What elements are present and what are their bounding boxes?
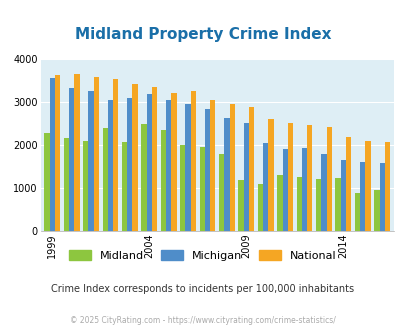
- Bar: [384, 142, 389, 231]
- Bar: [205, 109, 210, 231]
- Bar: [141, 124, 146, 231]
- Bar: [49, 78, 55, 231]
- Bar: [243, 123, 248, 231]
- Bar: [262, 144, 268, 231]
- Bar: [113, 79, 118, 231]
- Bar: [210, 100, 215, 231]
- Bar: [132, 84, 137, 231]
- Bar: [219, 154, 224, 231]
- Bar: [171, 93, 176, 231]
- Bar: [364, 141, 370, 231]
- Bar: [74, 74, 79, 231]
- Bar: [282, 149, 287, 231]
- Bar: [166, 100, 171, 231]
- Bar: [55, 75, 60, 231]
- Bar: [199, 147, 205, 231]
- Text: Crime Index corresponds to incidents per 100,000 inhabitants: Crime Index corresponds to incidents per…: [51, 284, 354, 294]
- Bar: [108, 100, 113, 231]
- Bar: [373, 190, 379, 231]
- Bar: [122, 142, 127, 231]
- Bar: [345, 137, 350, 231]
- Bar: [296, 177, 301, 231]
- Bar: [229, 104, 234, 231]
- Bar: [287, 123, 292, 231]
- Bar: [257, 184, 262, 231]
- Bar: [315, 179, 320, 231]
- Bar: [160, 130, 166, 231]
- Bar: [359, 162, 364, 231]
- Bar: [277, 175, 282, 231]
- Bar: [146, 94, 151, 231]
- Bar: [379, 163, 384, 231]
- Bar: [301, 148, 307, 231]
- Bar: [127, 98, 132, 231]
- Bar: [64, 138, 69, 231]
- Bar: [88, 91, 94, 231]
- Bar: [185, 104, 190, 231]
- Bar: [44, 133, 49, 231]
- Bar: [320, 154, 326, 231]
- Text: © 2025 CityRating.com - https://www.cityrating.com/crime-statistics/: © 2025 CityRating.com - https://www.city…: [70, 316, 335, 325]
- Bar: [151, 87, 157, 231]
- Bar: [354, 193, 359, 231]
- Bar: [69, 88, 74, 231]
- Bar: [335, 179, 340, 231]
- Bar: [83, 141, 88, 231]
- Bar: [238, 180, 243, 231]
- Bar: [326, 127, 331, 231]
- Bar: [180, 145, 185, 231]
- Bar: [307, 125, 311, 231]
- Bar: [340, 160, 345, 231]
- Bar: [268, 119, 273, 231]
- Bar: [190, 91, 196, 231]
- Bar: [94, 77, 99, 231]
- Bar: [224, 118, 229, 231]
- Legend: Midland, Michigan, National: Midland, Michigan, National: [64, 246, 341, 266]
- Bar: [248, 107, 254, 231]
- Text: Midland Property Crime Index: Midland Property Crime Index: [75, 27, 330, 42]
- Bar: [102, 128, 108, 231]
